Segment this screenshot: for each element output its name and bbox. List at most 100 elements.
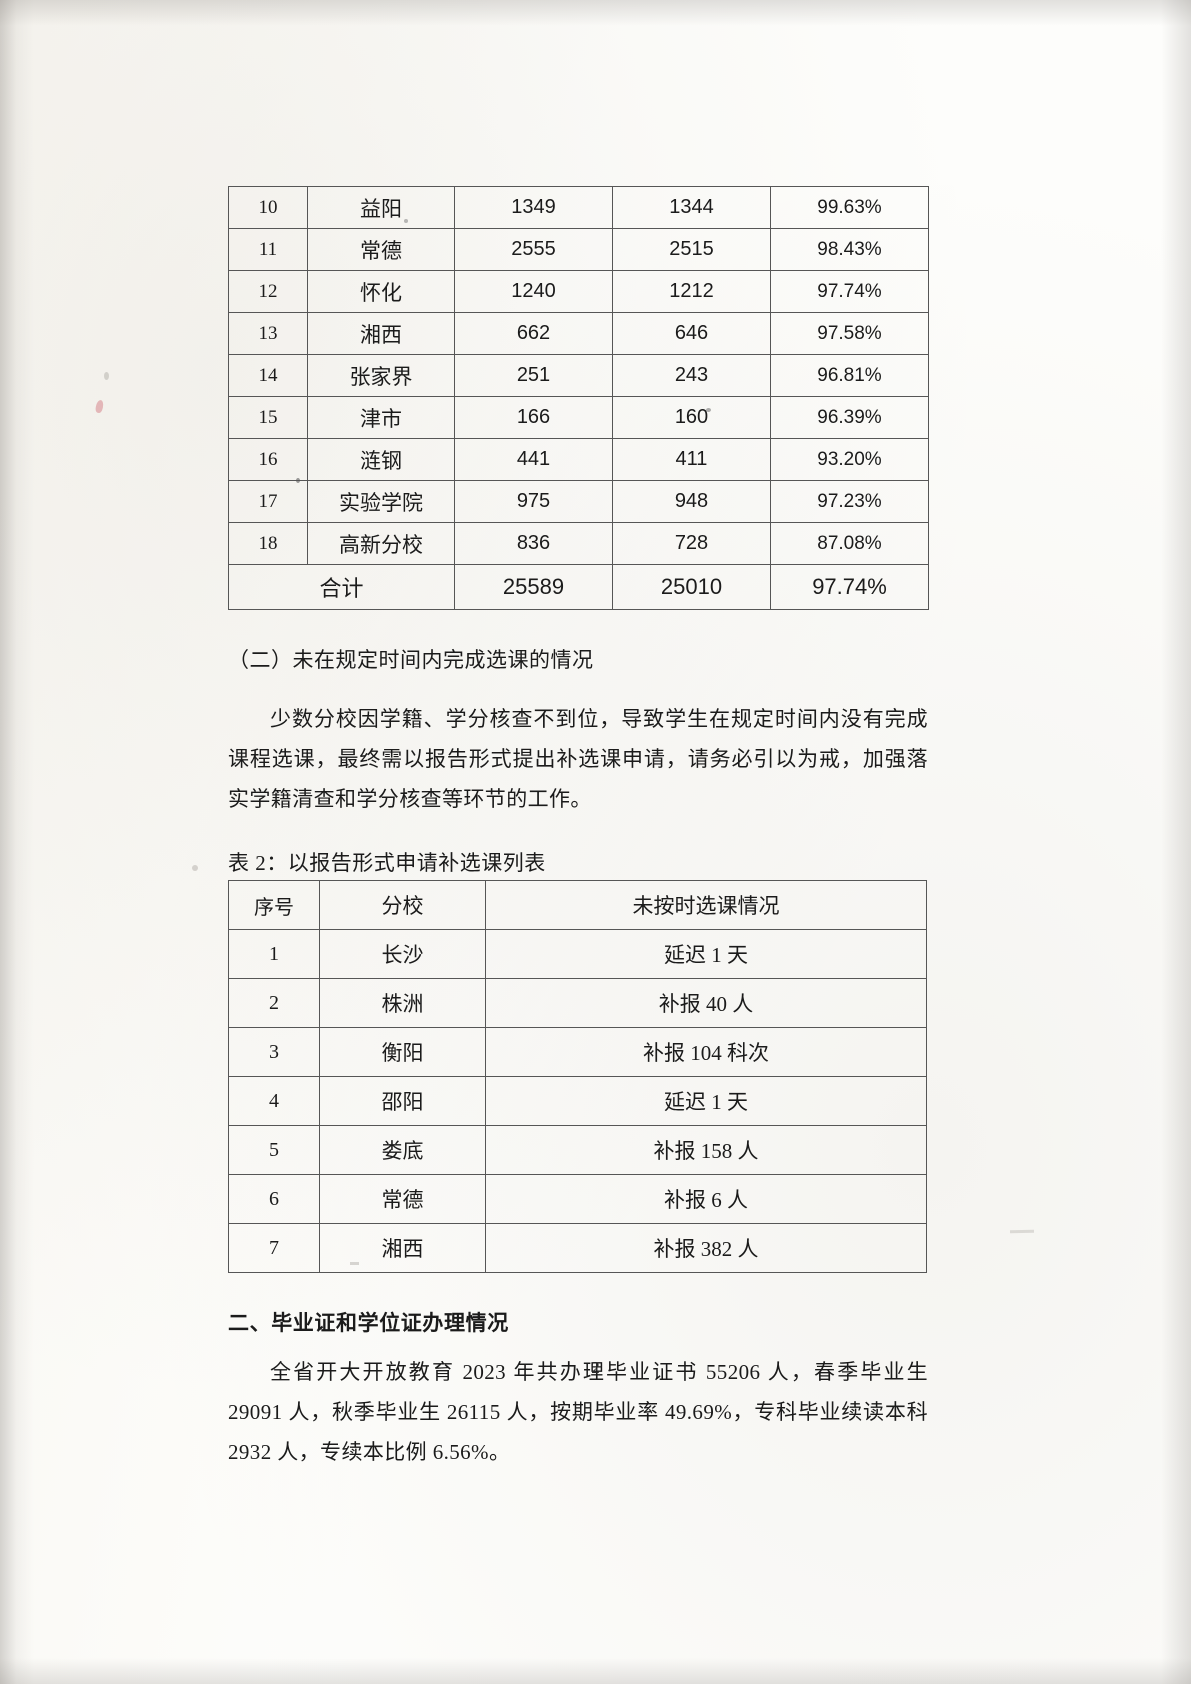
selection-rate-cell: 97.74%	[770, 270, 929, 313]
branch-name-cell: 衡阳	[319, 1027, 486, 1077]
late-note-cell: 补报 104 科次	[485, 1027, 927, 1077]
late-note-cell: 延迟 1 天	[485, 1076, 927, 1126]
row-index-cell: 11	[228, 228, 308, 271]
spacer	[228, 819, 928, 853]
row-index-cell: 12	[228, 270, 308, 313]
row-index-cell: 2	[228, 978, 320, 1028]
scan-edge-shadow-right	[1161, 0, 1191, 1684]
expected-count-cell: 836	[454, 522, 613, 565]
selected-count-cell: 948	[612, 480, 771, 523]
selection-rate-cell: 96.39%	[770, 396, 929, 439]
table-row: 14 张家界 251 243 96.81%	[228, 354, 929, 397]
selection-rate-cell: 97.58%	[770, 312, 929, 355]
selected-count-cell: 1212	[612, 270, 771, 313]
scan-edge-shadow-left	[0, 0, 34, 1684]
table-row: 6 常德 补报 6 人	[228, 1174, 927, 1224]
branch-name-cell: 常德	[307, 228, 455, 271]
branch-name-cell: 实验学院	[307, 480, 455, 523]
scan-edge-shadow-bottom	[0, 1658, 1191, 1684]
expected-count-cell: 1349	[454, 186, 613, 229]
spacer	[228, 1273, 928, 1313]
selected-count-cell: 243	[612, 354, 771, 397]
table-row: 10 益阳 1349 1344 99.63%	[228, 186, 929, 229]
row-index-cell: 14	[228, 354, 308, 397]
section-heading-graduation: 二、毕业证和学位证办理情况	[228, 1311, 509, 1335]
row-index-cell: 18	[228, 522, 308, 565]
scan-speck-mark	[104, 372, 109, 380]
spacer	[228, 610, 928, 650]
expected-count-cell: 975	[454, 480, 613, 523]
page-content: 10 益阳 1349 1344 99.63% 11 常德 2555 2515 9…	[228, 186, 929, 1472]
branch-name-cell: 邵阳	[319, 1076, 486, 1126]
branch-name-cell: 湘西	[307, 312, 455, 355]
selection-rate-cell: 97.23%	[770, 480, 929, 523]
row-index-cell: 4	[228, 1076, 320, 1126]
table-row: 12 怀化 1240 1212 97.74%	[228, 270, 929, 313]
selected-count-cell: 160	[612, 396, 771, 439]
table2-caption: 表 2：以报告形式申请补选课列表	[228, 851, 546, 875]
page-number: 2	[591, 1358, 600, 1377]
table-row: 18 高新分校 836 728 87.08%	[228, 522, 929, 565]
row-index-cell: 13	[228, 312, 308, 355]
table-row: 7 湘西 补报 382 人	[228, 1223, 927, 1273]
branch-name-cell: 怀化	[307, 270, 455, 313]
table-row: 3 衡阳 补报 104 科次	[228, 1027, 927, 1077]
scan-speck-mark	[1009, 1229, 1035, 1234]
table-header-row: 序号 分校 未按时选课情况	[228, 880, 927, 930]
selected-count-cell: 2515	[612, 228, 771, 271]
branch-name-cell: 津市	[307, 396, 455, 439]
late-note-cell: 补报 158 人	[485, 1125, 927, 1175]
selected-count-cell: 1344	[612, 186, 771, 229]
row-index-cell: 1	[228, 929, 320, 979]
row-index-cell: 5	[228, 1125, 320, 1175]
course-selection-table: 10 益阳 1349 1344 99.63% 11 常德 2555 2515 9…	[228, 186, 929, 610]
table-row: 16 涟钢 441 411 93.20%	[228, 438, 929, 481]
subsection-heading-two: （二）未在规定时间内完成选课的情况	[228, 648, 594, 672]
row-index-cell: 3	[228, 1027, 320, 1077]
selection-rate-cell: 87.08%	[770, 522, 929, 565]
branch-name-cell: 常德	[319, 1174, 486, 1224]
table-row: 17 实验学院 975 948 97.23%	[228, 480, 929, 523]
selected-count-cell: 646	[612, 312, 771, 355]
scan-speck-mark	[192, 865, 198, 871]
selected-count-cell: 728	[612, 522, 771, 565]
selection-rate-cell: 98.43%	[770, 228, 929, 271]
branch-name-cell: 湘西	[319, 1223, 486, 1273]
late-note-cell: 补报 6 人	[485, 1174, 927, 1224]
selected-count-cell: 411	[612, 438, 771, 481]
total-selected-cell: 25010	[612, 564, 771, 610]
table-row: 11 常德 2555 2515 98.43%	[228, 228, 929, 271]
branch-name-cell: 长沙	[319, 929, 486, 979]
table-row: 1 长沙 延迟 1 天	[228, 929, 927, 979]
paragraph-late-selection: 少数分校因学籍、学分核查不到位，导致学生在规定时间内没有完成课程选课，最终需以报…	[228, 707, 928, 811]
row-index-cell: 6	[228, 1174, 320, 1224]
makeup-course-table: 序号 分校 未按时选课情况 1 长沙 延迟 1 天 2 株洲 补报 40 人 3	[228, 880, 927, 1273]
paragraph-graduation: 全省开大开放教育 2023 年共办理毕业证书 55206 人，春季毕业生 290…	[228, 1360, 928, 1464]
ink-smudge-mark	[94, 399, 105, 414]
expected-count-cell: 662	[454, 312, 613, 355]
branch-name-cell: 株洲	[319, 978, 486, 1028]
total-rate-cell: 97.74%	[770, 564, 929, 610]
row-index-cell: 16	[228, 438, 308, 481]
table-row: 13 湘西 662 646 97.58%	[228, 312, 929, 355]
expected-count-cell: 2555	[454, 228, 613, 271]
expected-count-cell: 166	[454, 396, 613, 439]
table-row: 15 津市 166 160 96.39%	[228, 396, 929, 439]
scan-edge-shadow-top	[0, 0, 1191, 26]
total-expected-cell: 25589	[454, 564, 613, 610]
selection-rate-cell: 96.81%	[770, 354, 929, 397]
table-row: 2 株洲 补报 40 人	[228, 978, 927, 1028]
table-total-row: 合计 25589 25010 97.74%	[228, 564, 929, 610]
expected-count-cell: 251	[454, 354, 613, 397]
spacer	[228, 1334, 928, 1352]
row-index-cell: 7	[228, 1223, 320, 1273]
branch-name-cell: 张家界	[307, 354, 455, 397]
selection-rate-cell: 93.20%	[770, 438, 929, 481]
column-header-index: 序号	[228, 880, 320, 930]
late-note-cell: 补报 40 人	[485, 978, 927, 1028]
column-header-branch: 分校	[319, 880, 486, 930]
expected-count-cell: 1240	[454, 270, 613, 313]
spacer	[228, 671, 928, 699]
branch-name-cell: 娄底	[319, 1125, 486, 1175]
